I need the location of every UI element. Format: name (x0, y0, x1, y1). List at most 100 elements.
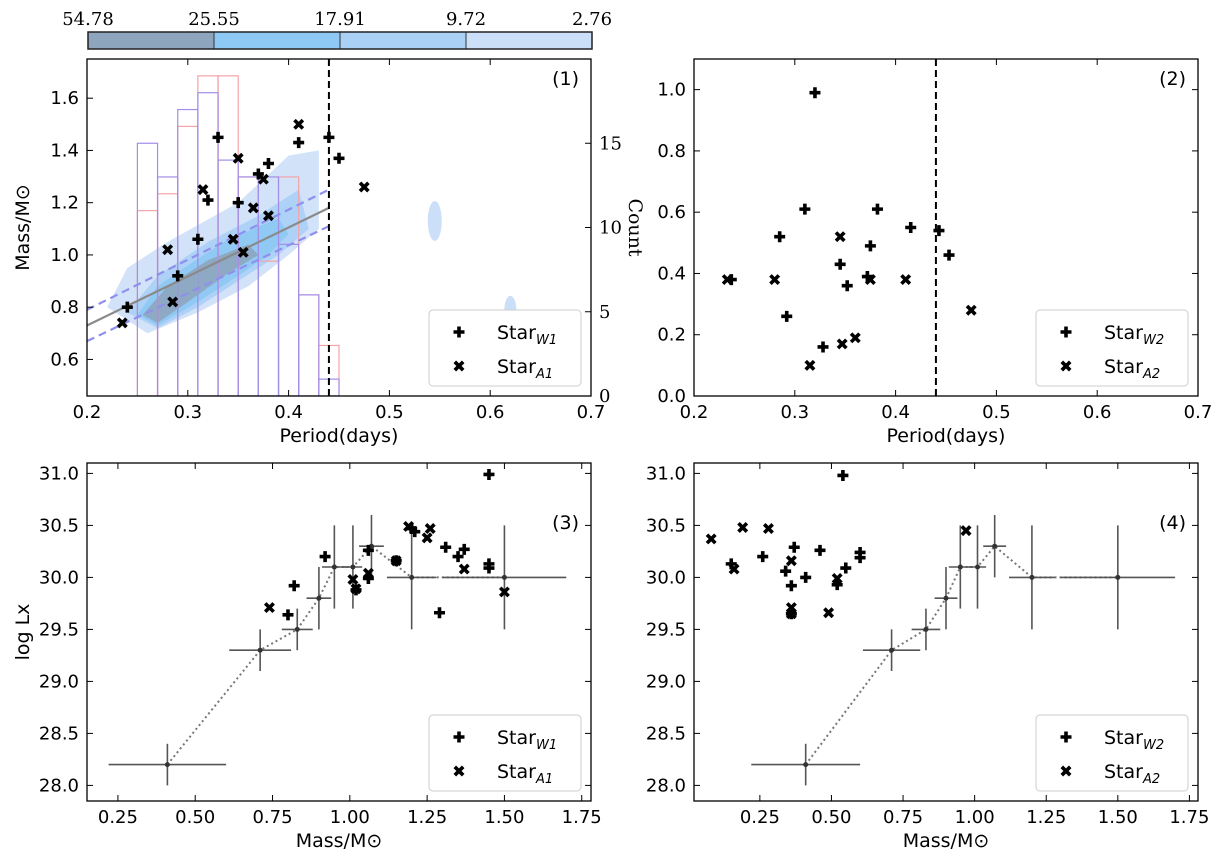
marker-plus (293, 137, 305, 149)
marker-x (785, 555, 797, 567)
marker-plus (433, 607, 445, 619)
legend-label: StarA1 (497, 356, 553, 382)
panel-1-background (87, 75, 517, 396)
colorbar-label: 2.76 (572, 9, 612, 30)
binned-trend-line (804, 544, 1118, 766)
marker-x (864, 274, 876, 286)
x-tick-label: 1.50 (1098, 807, 1138, 828)
legend-label-subscript: W1 (536, 333, 557, 348)
marker-x (804, 359, 816, 371)
marker-x (350, 583, 362, 595)
panel-label: (2) (1159, 68, 1186, 90)
marker-plus (809, 87, 821, 99)
marker-plus (871, 203, 883, 215)
panel-label: (4) (1159, 512, 1186, 534)
x-tick-label: 0.6 (476, 402, 505, 423)
marker-x (162, 244, 174, 256)
marker-plus (319, 551, 331, 563)
x-tick-label: 0.2 (73, 402, 102, 423)
marker-x (227, 233, 239, 245)
legend-label: StarW1 (497, 322, 557, 348)
legend-label-text: Star (1104, 727, 1143, 749)
y2-tick-label: 0 (599, 386, 610, 407)
marker-x (965, 304, 977, 316)
marker-plus (785, 580, 797, 592)
y-axis-label: Mass/M⊙ (12, 184, 34, 271)
marker-plus (452, 551, 464, 563)
binned-point (164, 762, 170, 768)
marker-plus (781, 310, 793, 322)
marker-plus (288, 580, 300, 592)
panel-label: (1) (552, 68, 579, 90)
marker-plus (458, 543, 470, 555)
y-tick-label: 1.2 (50, 193, 79, 214)
marker-plus (800, 571, 812, 583)
marker-plus (834, 258, 846, 270)
marker-x (762, 523, 774, 534)
histogram-bar-red (298, 294, 320, 396)
y-tick-label: 28.0 (646, 775, 686, 796)
legend-label: StarW2 (1104, 322, 1164, 348)
y2-tick-label: 15 (599, 133, 622, 154)
colorbar-frame (87, 31, 593, 50)
y-tick-label: 0.6 (50, 349, 79, 370)
legend-label: StarA1 (497, 761, 553, 787)
axes-frame (86, 58, 592, 397)
x-tick-label: 1.00 (955, 807, 995, 828)
panel-3-luminosity-vs-mass: 0.25 0.50 0.75 1.00 1.25 1.50 1.75 28.0 28.5 29.0… (12, 462, 602, 852)
binned-point (1115, 574, 1121, 580)
marker-plus (864, 240, 876, 252)
x-axis-label: Mass/M⊙ (296, 830, 383, 852)
y2-tick-label: 10 (599, 218, 622, 239)
legend-label-text: Star (497, 356, 536, 378)
marker-plus (282, 609, 294, 621)
y2-axis-label: Count (624, 198, 646, 256)
y-tick-label: 1.0 (50, 245, 79, 266)
binned-point (350, 564, 356, 570)
marker-plus (212, 131, 224, 143)
y-tick-label: 0.8 (50, 297, 79, 318)
marker-plus (252, 168, 264, 180)
x-tick-label: 1.75 (1169, 807, 1209, 828)
panel-4-luminosity-vs-mass: 0.25 0.50 0.75 1.00 1.25 1.50 1.75 28.0 28.5 29.0… (646, 462, 1209, 852)
marker-plus (409, 526, 421, 538)
marker-x (247, 202, 259, 214)
x-tick-label: 0.5 (982, 402, 1011, 423)
y-tick-label: 30.5 (39, 515, 79, 536)
legend-label-subscript: A2 (1142, 772, 1160, 787)
marker-x (362, 567, 374, 579)
marker-x (836, 338, 848, 350)
y-axis-label: log Lx (12, 604, 34, 661)
x-tick-label: 0.25 (98, 807, 138, 828)
x-tick-label: 0.7 (1184, 402, 1213, 423)
marker-x (831, 572, 843, 584)
panel-2-mass-ratio-vs-period: 0.2 0.3 0.4 0.5 0.6 0.70.00.20.40.60.81.0Peri… (657, 58, 1213, 447)
y-tick-label: 1.4 (50, 140, 79, 161)
x-axis-label: Period(days) (280, 425, 399, 447)
x-tick-label: 0.7 (577, 402, 606, 423)
colorbar-segment (466, 32, 592, 49)
legend-label-subscript: A1 (535, 367, 553, 382)
marker-x (424, 523, 436, 534)
binned-point (992, 543, 998, 549)
marker-plus (453, 731, 465, 743)
legend: StarW2 StarA2 (1035, 309, 1189, 387)
marker-x (347, 574, 359, 585)
histogram-bar-red (257, 260, 280, 396)
x-tick-label: 0.4 (881, 402, 910, 423)
marker-plus (780, 565, 792, 577)
marker-x (737, 522, 749, 533)
y-tick-label: 28.0 (39, 775, 79, 796)
marker-plus (831, 579, 843, 591)
marker-x (358, 181, 370, 193)
x-tick-label: 0.2 (680, 402, 709, 423)
x-tick-label: 1.75 (562, 807, 602, 828)
legend-label: StarA2 (1104, 356, 1160, 382)
y2-tick-label: 5 (599, 302, 610, 323)
marker-x (1060, 360, 1072, 372)
marker-plus (840, 562, 852, 574)
y-tick-label: 0.0 (657, 386, 686, 407)
marker-plus (1060, 731, 1072, 743)
marker-plus (1060, 326, 1072, 338)
